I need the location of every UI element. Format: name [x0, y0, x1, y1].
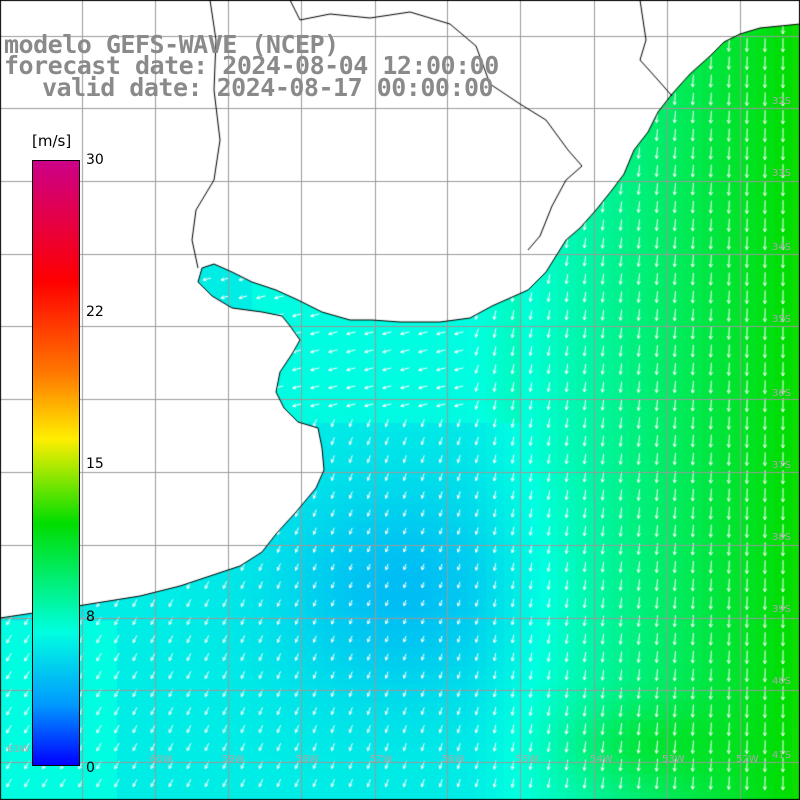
lon-label: 52W	[736, 754, 759, 765]
colorbar-tick-0: 0	[86, 760, 95, 776]
lat-label: 34S	[772, 242, 792, 253]
lat-label: 40S	[772, 676, 792, 687]
valid-date: valid date: 2024-08-17 00:00:00	[42, 73, 494, 102]
lon-label: 55W	[516, 754, 539, 765]
lat-label: 37S	[772, 460, 792, 471]
colorbar-tick-15: 15	[86, 456, 104, 472]
forecast-date: forecast date: 2024-08-04 12:00:00	[4, 51, 499, 80]
lon-label: 57W	[370, 754, 393, 765]
lat-label: 36S	[772, 388, 792, 399]
lon-label: 61W	[7, 744, 30, 755]
colorbar-gradient	[32, 160, 80, 766]
lat-label: 33S	[772, 168, 792, 179]
colorbar-unit: [m/s]	[32, 132, 72, 150]
colorbar-tick-8: 8	[86, 609, 95, 625]
lon-label: 59W	[222, 754, 245, 765]
lon-label: 53W	[662, 754, 685, 765]
lat-label: 39S	[772, 604, 792, 615]
colorbar-tick-22: 22	[86, 304, 104, 320]
lat-label: 35S	[772, 314, 792, 325]
lon-label: 60W	[150, 754, 173, 765]
model-title: modelo GEFS-WAVE (NCEP)	[4, 30, 339, 59]
lat-label: 38S	[772, 532, 792, 543]
colorbar-tick-30: 30	[86, 152, 104, 168]
lat-label: 41S	[772, 750, 792, 761]
lon-label: 56W	[442, 754, 465, 765]
lon-label: 54W	[590, 754, 613, 765]
lon-label: 58W	[296, 754, 319, 765]
lat-label: 32S	[772, 96, 792, 107]
